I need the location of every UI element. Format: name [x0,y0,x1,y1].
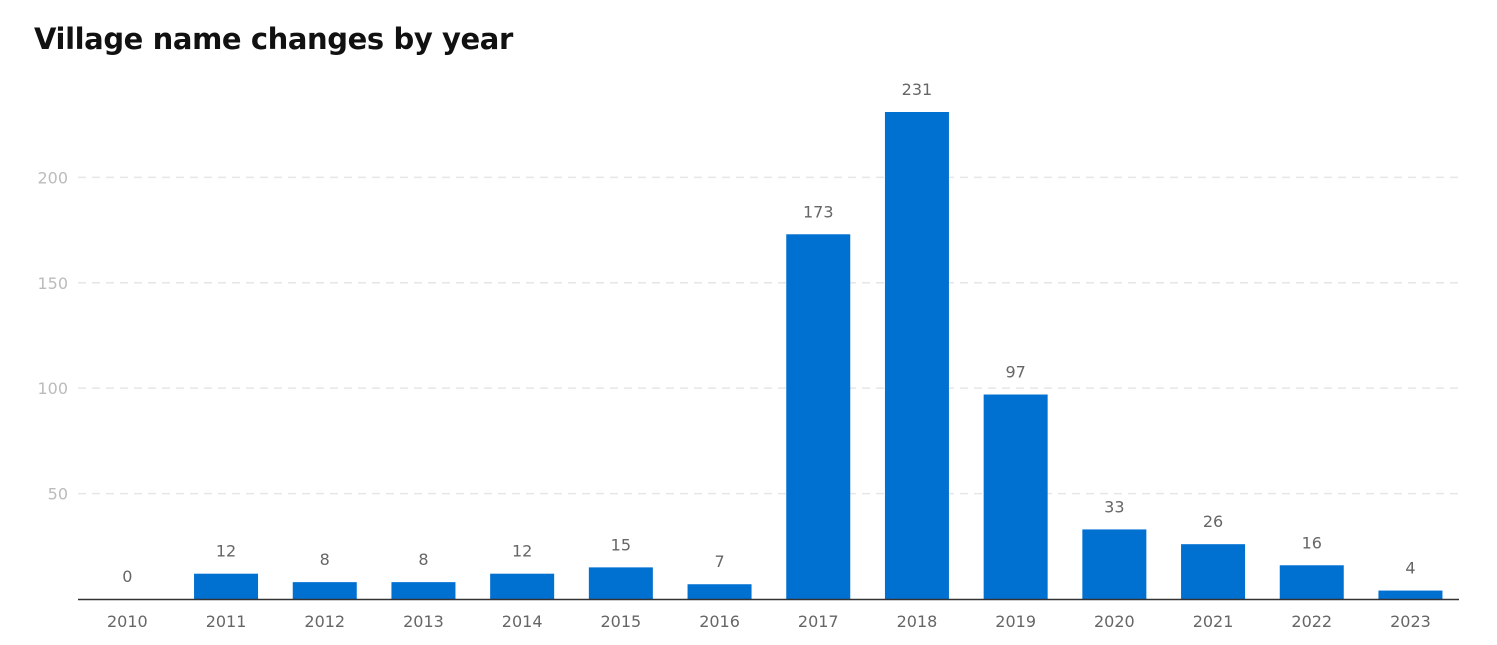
data-label-2014: 12 [512,542,532,561]
bar-2015 [588,567,653,599]
data-label-2017: 173 [803,202,834,221]
data-label-2023: 4 [1405,559,1415,578]
bar-2023 [1378,590,1443,599]
data-label-2016: 7 [714,552,724,571]
x-tick-label-2019: 2019 [995,612,1036,631]
y-tick-label-150: 150 [37,274,68,293]
gridlines [78,176,1459,495]
x-tick-label-2018: 2018 [897,612,938,631]
data-label-2011: 12 [216,542,236,561]
bars [194,112,1443,600]
x-tick-label-2011: 2011 [206,612,247,631]
data-label-2010: 0 [122,567,132,586]
data-label-2022: 16 [1302,533,1322,552]
x-tick-label-2022: 2022 [1291,612,1332,631]
bar-2019 [983,394,1048,599]
x-tick-label-2017: 2017 [798,612,839,631]
x-tick-label-2010: 2010 [107,612,148,631]
data-label-2013: 8 [418,550,428,569]
bar-2013 [391,582,456,599]
x-tick-label-2013: 2013 [403,612,444,631]
y-tick-label-200: 200 [37,168,68,187]
y-tick-label-50: 50 [48,485,68,504]
data-labels: 0 12 8 8 12 15 7 173 231 97 33 26 16 4 [122,80,1415,586]
data-label-2020: 33 [1104,497,1124,516]
bar-2017 [786,234,851,600]
x-tick-label-2020: 2020 [1094,612,1135,631]
x-tick-label-2021: 2021 [1193,612,1234,631]
bar-2011 [194,573,259,599]
x-tick-label-2016: 2016 [699,612,740,631]
chart-title: Village name changes by year [34,22,513,56]
x-tick-label-2015: 2015 [600,612,641,631]
data-label-2021: 26 [1203,512,1223,531]
bar-2020 [1082,529,1147,599]
data-label-2018: 231 [902,80,933,99]
y-tick-label-100: 100 [37,379,68,398]
x-axis-tick-labels: 2010 2011 2012 2013 2014 2015 2016 2017 2018 2019… [107,612,1431,631]
bar-2012 [292,582,357,599]
data-label-2015: 15 [611,535,631,554]
bar-2022 [1279,565,1344,599]
data-label-2019: 97 [1005,363,1025,382]
bar-2014 [490,573,555,599]
y-axis-tick-labels: 50 100 150 200 [37,168,68,503]
bar-2016 [687,584,752,599]
data-label-2012: 8 [320,550,330,569]
bar-2021 [1181,544,1246,599]
x-tick-label-2014: 2014 [502,612,543,631]
x-tick-label-2023: 2023 [1390,612,1431,631]
x-tick-label-2012: 2012 [304,612,345,631]
bar-2018 [884,112,949,599]
